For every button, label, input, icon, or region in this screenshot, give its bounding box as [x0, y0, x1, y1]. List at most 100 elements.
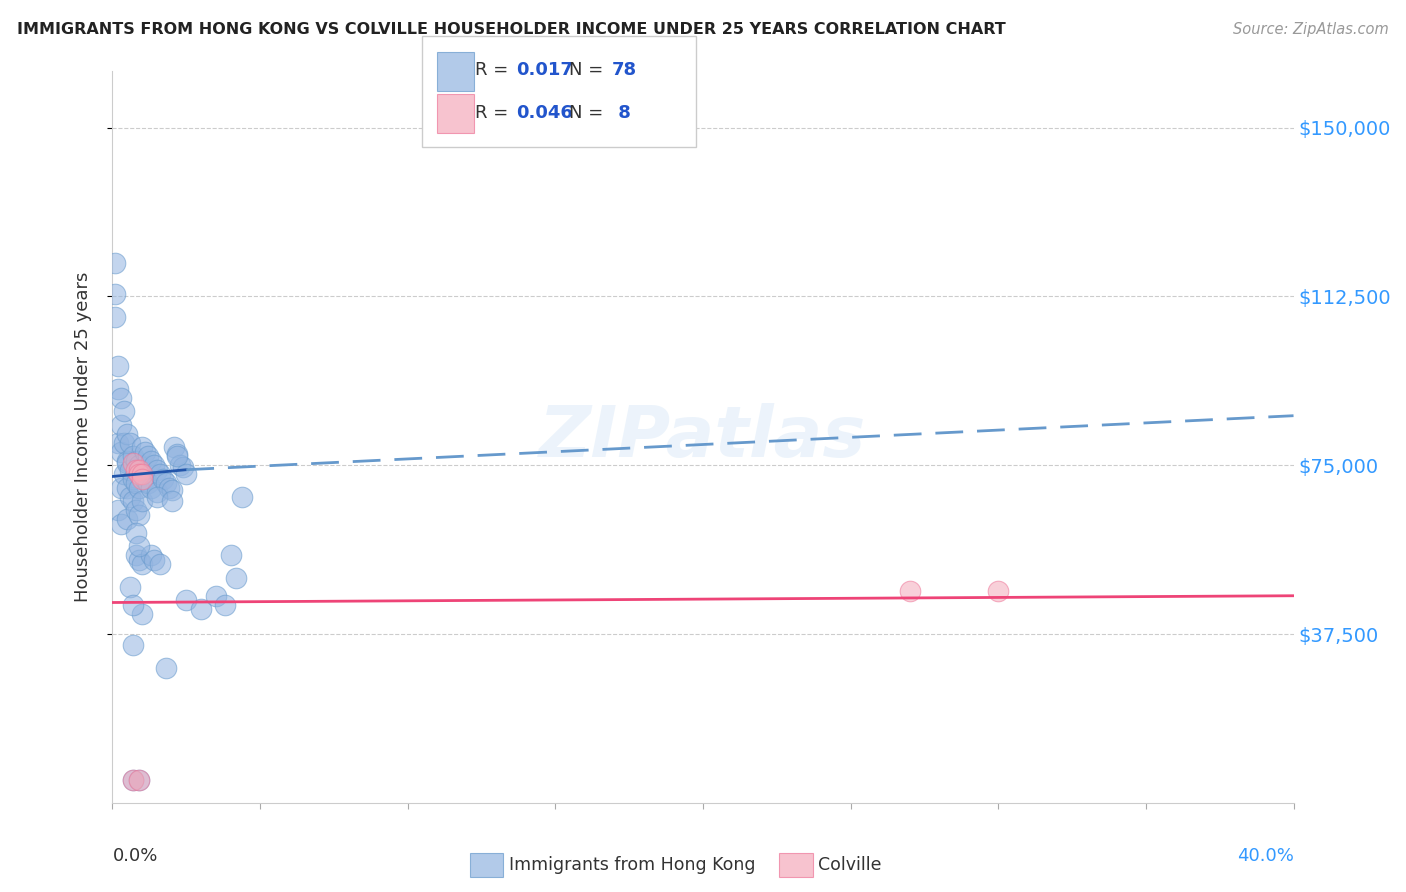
- Text: 40.0%: 40.0%: [1237, 847, 1294, 864]
- Text: 0.046: 0.046: [516, 104, 572, 122]
- Point: [110, 444, 132, 458]
- Point: [155, 476, 177, 491]
- Point: [120, 463, 142, 477]
- Point: [128, 773, 150, 788]
- Point: [155, 661, 177, 675]
- Point: [149, 467, 172, 482]
- Point: [125, 525, 148, 540]
- Point: [142, 553, 165, 567]
- Text: 78: 78: [612, 61, 637, 78]
- Point: [117, 512, 138, 526]
- Point: [104, 287, 127, 301]
- Point: [131, 607, 153, 621]
- Point: [131, 494, 153, 508]
- Point: [107, 382, 129, 396]
- Point: [120, 435, 142, 450]
- Point: [190, 602, 212, 616]
- Point: [134, 444, 156, 458]
- Point: [128, 463, 150, 477]
- Point: [104, 310, 127, 324]
- Text: N =: N =: [569, 104, 609, 122]
- Point: [112, 435, 135, 450]
- Point: [120, 580, 142, 594]
- Point: [131, 467, 153, 482]
- Point: [128, 458, 150, 473]
- Point: [128, 773, 150, 788]
- Text: R =: R =: [475, 61, 515, 78]
- Point: [169, 458, 191, 473]
- Point: [174, 593, 197, 607]
- Point: [128, 553, 150, 567]
- Text: Immigrants from Hong Kong: Immigrants from Hong Kong: [509, 856, 755, 874]
- Point: [898, 584, 921, 599]
- Point: [122, 598, 145, 612]
- Point: [219, 548, 242, 562]
- Point: [125, 463, 148, 477]
- Point: [128, 539, 150, 553]
- Text: N =: N =: [569, 61, 609, 78]
- Point: [160, 483, 183, 497]
- Point: [163, 440, 186, 454]
- Point: [122, 472, 145, 486]
- Point: [166, 447, 188, 461]
- Point: [142, 458, 165, 473]
- Point: [122, 638, 145, 652]
- Point: [104, 255, 127, 269]
- Point: [112, 467, 135, 482]
- Point: [160, 494, 183, 508]
- Point: [107, 435, 129, 450]
- Point: [225, 571, 247, 585]
- Point: [139, 453, 162, 467]
- Point: [120, 490, 142, 504]
- Text: 0.0%: 0.0%: [112, 847, 157, 864]
- Point: [122, 449, 145, 463]
- Point: [152, 472, 174, 486]
- Point: [214, 598, 236, 612]
- Text: 8: 8: [612, 104, 630, 122]
- Point: [110, 481, 132, 495]
- Point: [166, 449, 188, 463]
- Y-axis label: Householder Income Under 25 years: Householder Income Under 25 years: [73, 272, 91, 602]
- Point: [128, 467, 150, 482]
- Point: [117, 453, 138, 467]
- Text: Colville: Colville: [818, 856, 882, 874]
- Point: [231, 490, 253, 504]
- Point: [174, 467, 197, 482]
- Text: 0.017: 0.017: [516, 61, 572, 78]
- Point: [117, 426, 138, 441]
- Point: [146, 463, 169, 477]
- Point: [172, 460, 194, 475]
- Text: ZIPatlas: ZIPatlas: [540, 402, 866, 472]
- Text: Source: ZipAtlas.com: Source: ZipAtlas.com: [1233, 22, 1389, 37]
- Point: [149, 558, 172, 572]
- Point: [107, 503, 129, 517]
- Point: [139, 548, 162, 562]
- Text: R =: R =: [475, 104, 515, 122]
- Point: [112, 404, 135, 418]
- Point: [125, 476, 148, 491]
- Text: IMMIGRANTS FROM HONG KONG VS COLVILLE HOUSEHOLDER INCOME UNDER 25 YEARS CORRELAT: IMMIGRANTS FROM HONG KONG VS COLVILLE HO…: [17, 22, 1005, 37]
- Point: [131, 472, 153, 486]
- Point: [122, 456, 145, 470]
- Point: [157, 481, 180, 495]
- Point: [117, 481, 138, 495]
- Point: [125, 548, 148, 562]
- Point: [125, 453, 148, 467]
- Point: [107, 359, 129, 374]
- Point: [110, 391, 132, 405]
- Point: [122, 773, 145, 788]
- Point: [131, 467, 153, 482]
- Point: [205, 589, 228, 603]
- Point: [139, 481, 162, 495]
- Point: [110, 417, 132, 432]
- Point: [136, 476, 159, 491]
- Point: [134, 472, 156, 486]
- Point: [122, 494, 145, 508]
- Point: [146, 490, 169, 504]
- Point: [125, 503, 148, 517]
- Point: [131, 440, 153, 454]
- Point: [110, 516, 132, 531]
- Point: [131, 558, 153, 572]
- Point: [987, 584, 1010, 599]
- Point: [146, 485, 169, 500]
